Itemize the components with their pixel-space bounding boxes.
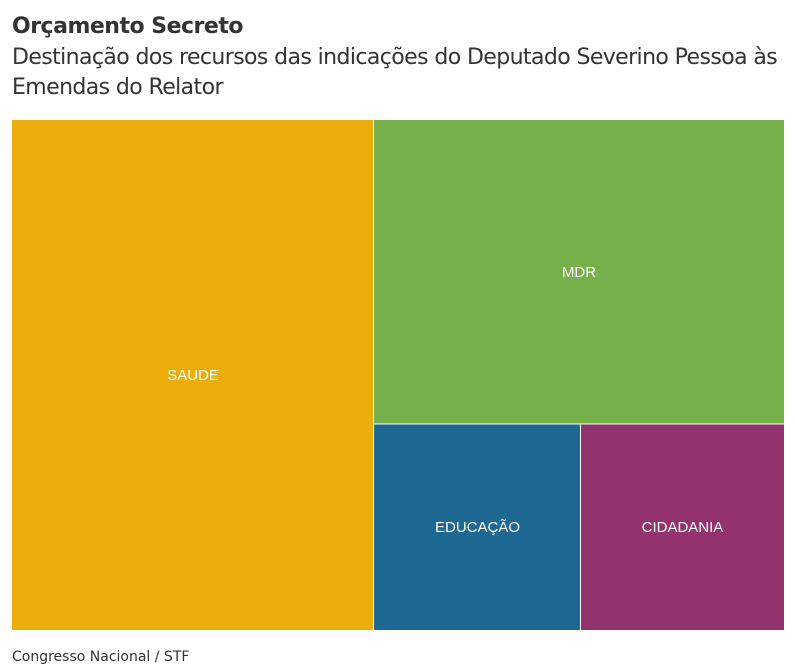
treemap-cell-cidadania[interactable] — [580, 424, 784, 630]
treemap-label-mdr: MDR — [562, 264, 596, 281]
treemap-cell-saude[interactable] — [12, 120, 374, 630]
treemap-label-saude: SAUDE — [167, 367, 219, 384]
treemap-svg: SAUDE MDR EDUCAÇÃO CIDADANIA — [12, 120, 784, 630]
treemap-cell-mdr[interactable] — [374, 120, 784, 424]
treemap-label-educacao: EDUCAÇÃO — [435, 519, 520, 536]
treemap-chart: SAUDE MDR EDUCAÇÃO CIDADANIA — [12, 120, 784, 630]
source-note: Congresso Nacional / STF — [12, 649, 190, 665]
chart-subtitle: Destinação dos recursos das indicações d… — [12, 45, 778, 100]
chart-title: Orçamento Secreto — [12, 14, 243, 39]
treemap-cell-educacao[interactable] — [374, 424, 580, 630]
treemap-label-cidadania: CIDADANIA — [642, 519, 724, 536]
